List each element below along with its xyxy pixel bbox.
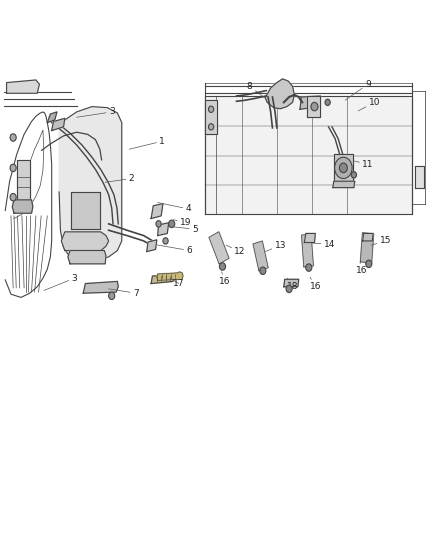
Polygon shape (253, 241, 268, 271)
Text: 11: 11 (350, 160, 374, 168)
Circle shape (286, 285, 292, 293)
Circle shape (10, 134, 16, 141)
Text: 14: 14 (312, 240, 335, 248)
Polygon shape (151, 274, 174, 284)
Polygon shape (52, 118, 65, 131)
Text: 10: 10 (358, 98, 380, 111)
Circle shape (335, 157, 352, 179)
Text: 18: 18 (287, 278, 298, 291)
Circle shape (156, 221, 161, 227)
Circle shape (260, 267, 266, 274)
Circle shape (109, 292, 115, 300)
Text: 12: 12 (226, 245, 246, 256)
Circle shape (208, 124, 214, 130)
Circle shape (311, 102, 318, 111)
Polygon shape (59, 107, 122, 261)
Circle shape (366, 260, 372, 268)
Circle shape (208, 106, 214, 112)
Polygon shape (71, 192, 100, 229)
Polygon shape (415, 166, 424, 188)
Circle shape (219, 263, 226, 270)
Circle shape (10, 164, 16, 172)
Polygon shape (12, 200, 33, 213)
Polygon shape (360, 232, 374, 263)
Circle shape (169, 220, 175, 228)
Circle shape (351, 172, 357, 178)
Text: 3: 3 (77, 108, 115, 117)
Polygon shape (61, 232, 109, 251)
Polygon shape (205, 100, 217, 134)
Text: 7: 7 (109, 289, 139, 297)
Text: 13: 13 (265, 241, 286, 252)
Polygon shape (7, 80, 39, 93)
Polygon shape (205, 96, 412, 214)
Polygon shape (209, 232, 229, 264)
Circle shape (339, 163, 347, 173)
Polygon shape (17, 160, 30, 203)
Polygon shape (363, 233, 373, 241)
Polygon shape (301, 234, 314, 267)
Polygon shape (147, 240, 157, 252)
Polygon shape (307, 96, 320, 117)
Polygon shape (151, 204, 163, 219)
Text: 9: 9 (345, 80, 371, 100)
Polygon shape (284, 279, 299, 287)
Polygon shape (304, 233, 315, 243)
Text: 8: 8 (247, 82, 271, 102)
Circle shape (325, 99, 330, 106)
Polygon shape (47, 112, 57, 123)
Text: 15: 15 (371, 237, 391, 245)
Text: 5: 5 (166, 225, 198, 233)
Circle shape (163, 238, 168, 244)
Text: 2: 2 (105, 174, 134, 183)
Polygon shape (333, 181, 355, 188)
Polygon shape (300, 96, 321, 109)
Polygon shape (83, 281, 118, 293)
Text: 16: 16 (310, 277, 321, 291)
Text: 1: 1 (129, 137, 165, 149)
Text: 16: 16 (356, 262, 367, 275)
Text: 6: 6 (152, 244, 192, 255)
Polygon shape (265, 79, 294, 109)
Polygon shape (157, 272, 183, 280)
Polygon shape (158, 223, 169, 236)
Polygon shape (68, 251, 106, 264)
Text: 16: 16 (219, 272, 231, 286)
Circle shape (10, 193, 16, 201)
Polygon shape (334, 154, 353, 182)
Text: 4: 4 (158, 203, 191, 213)
Text: 17: 17 (171, 278, 184, 288)
Text: 3: 3 (44, 274, 78, 290)
Text: 19: 19 (173, 219, 191, 227)
Circle shape (306, 264, 312, 271)
